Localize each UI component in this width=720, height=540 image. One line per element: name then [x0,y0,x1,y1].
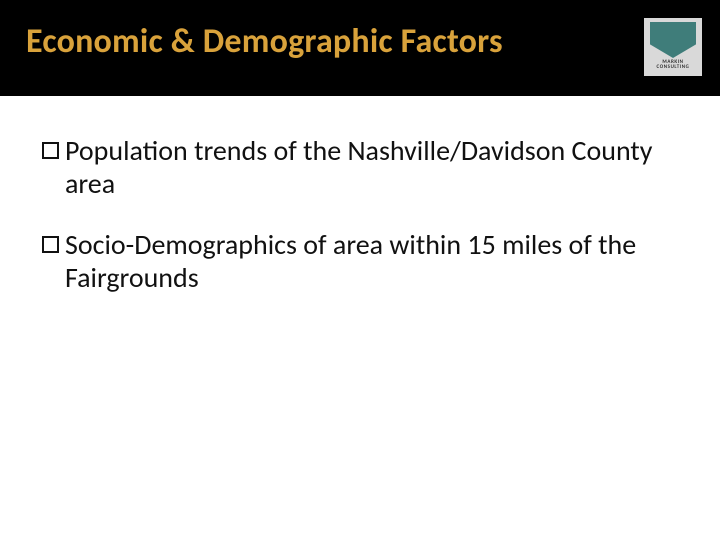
logo-line2: CONSULTING [657,64,690,70]
title-band: Economic & Demographic Factors MARKIN CO… [0,0,720,96]
bullet-item: Population trends of the Nashville/David… [42,134,678,200]
company-logo: MARKIN CONSULTING [644,18,702,76]
logo-text: MARKIN CONSULTING [657,60,690,71]
square-bullet-icon [42,236,59,253]
bullet-text: Population trends of the Nashville/David… [65,134,678,200]
bullet-text: Socio-Demographics of area within 15 mil… [65,228,678,294]
bullet-item: Socio-Demographics of area within 15 mil… [42,228,678,294]
slide-body: Population trends of the Nashville/David… [0,96,720,294]
slide-title: Economic & Demographic Factors [26,24,503,60]
square-bullet-icon [42,142,59,159]
logo-mark-icon [650,22,696,58]
